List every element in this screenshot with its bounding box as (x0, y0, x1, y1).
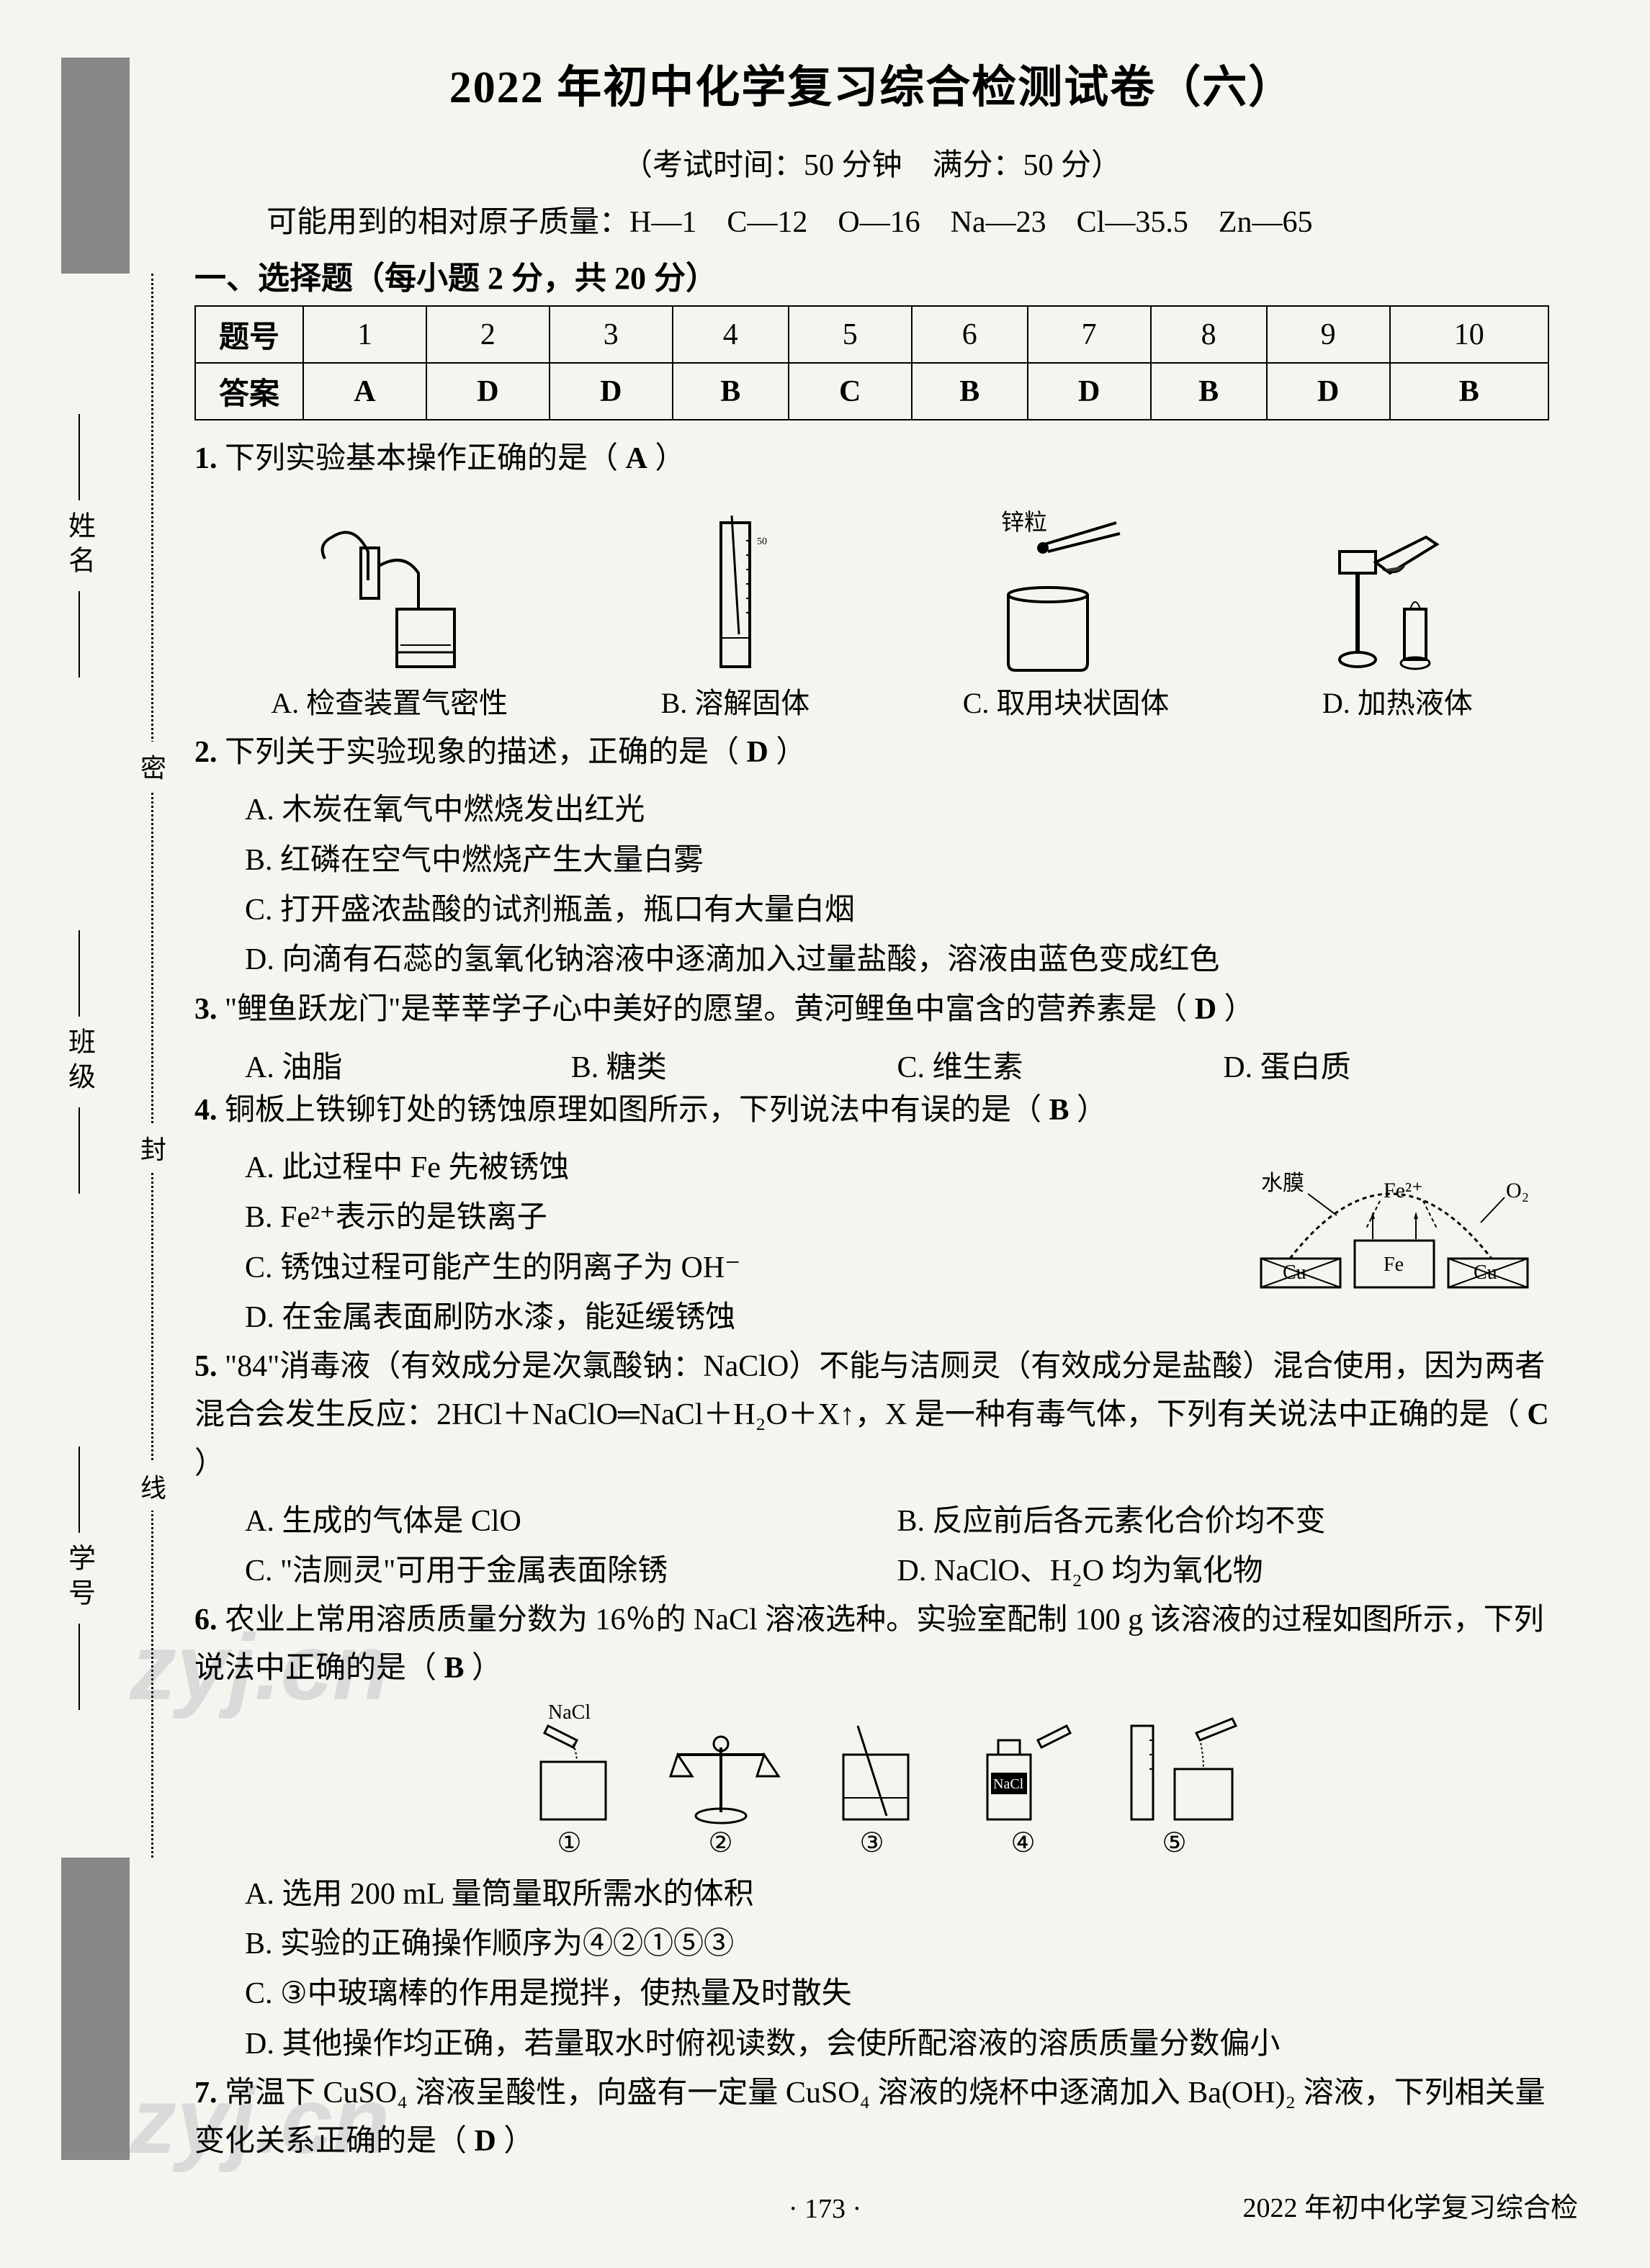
svg-text:50: 50 (757, 536, 767, 547)
question-4: 4. 铜板上铁铆钉处的锈蚀原理如图所示，下列说法中有误的是（ B ） (194, 1086, 1549, 1135)
svg-text:水膜: 水膜 (1261, 1171, 1304, 1195)
table-row-label: 题号 (195, 306, 303, 363)
svg-text:NaCl: NaCl (993, 1776, 1024, 1792)
table-row-label: 答案 (195, 363, 303, 420)
question-7: 7. 常温下 CuSO₄ 溶液呈酸性，向盛有一定量 CuSO₄ 溶液的烧杯中逐滴… (194, 2069, 1549, 2166)
option-label: C. 取用块状固体 (963, 680, 1170, 721)
exam-info: （考试时间：50 分钟 满分：50 分） (194, 140, 1549, 184)
stir-beaker-icon (807, 1704, 937, 1827)
section-1-title: 一、选择题（每小题 2 分，共 20 分） (194, 252, 1549, 298)
q3-options: A. 油脂 B. 糖类 C. 维生素 D. 蛋白质 (194, 1043, 1549, 1086)
answer: D (1195, 993, 1216, 1026)
option-label: B. 溶解固体 (661, 680, 810, 721)
svg-text:NaCl: NaCl (548, 1704, 591, 1724)
answer: B (444, 1652, 465, 1685)
nacl-bottle-icon: NaCl (959, 1704, 1088, 1827)
svg-text:Fe: Fe (1384, 1254, 1404, 1276)
answer: B (1049, 1094, 1070, 1127)
balance-scale-icon (656, 1704, 786, 1827)
q6-options: A. 选用 200 mL 量筒量取所需水的体积 B. 实验的正确操作顺序为④②①… (194, 1870, 1549, 2069)
answer: C (1527, 1398, 1548, 1431)
svg-text:锌粒: 锌粒 (1001, 509, 1047, 535)
footer-right-text: 2022 年初中化学复习综合检 (1242, 2185, 1578, 2225)
answer: A (626, 442, 647, 475)
option-label: A. 检查装置气密性 (271, 680, 508, 721)
beaker-pour-icon: NaCl (505, 1704, 635, 1827)
q5-options: A. 生成的气体是 ClO B. 反应前后各元素化合价均不变 C. "洁厕灵"可… (194, 1497, 1549, 1597)
answer: D (747, 736, 768, 769)
corrosion-diagram: 水膜 Fe²⁺ O₂ Cu Fe (1239, 1147, 1542, 1291)
cylinder-dissolve-icon: 50 (661, 494, 810, 674)
svg-text:O₂: O₂ (1506, 1179, 1529, 1202)
page-footer: · 173 · 2022 年初中化学复习综合检 (0, 2193, 1650, 2225)
atomic-mass-info: 可能用到的相对原子质量：H—1 C—12 O—16 Na—23 Cl—35.5 … (194, 197, 1549, 241)
svg-text:Fe²⁺: Fe²⁺ (1384, 1179, 1423, 1202)
q1-diagrams: A. 检查装置气密性 50 (194, 494, 1549, 721)
apparatus-airtight-icon (271, 494, 508, 674)
question-5: 5. "84"消毒液（有效成分是次氯酸钠：NaClO）不能与洁厕灵（有效成分是盐… (194, 1343, 1549, 1488)
question-3: 3. "鲤鱼跃龙门"是莘莘学子心中美好的愿望。黄河鲤鱼中富含的营养素是（ D ） (194, 986, 1549, 1034)
cylinder-pour-icon (1110, 1704, 1239, 1827)
question-2: 2. 下列关于实验现象的描述，正确的是（ D ） (194, 729, 1549, 777)
answer-table: 题号 1 2 3 4 5 6 7 8 9 10 答案 A D D B C B D (194, 305, 1549, 420)
option-label: D. 加热液体 (1322, 680, 1473, 721)
tweezers-solid-icon: 锌粒 (963, 494, 1170, 674)
question-6: 6. 农业上常用溶质质量分数为 16％的 NaCl 溶液选种。实验室配制 100… (194, 1596, 1549, 1693)
q2-options: A. 木炭在氧气中燃烧发出红光 B. 红磷在空气中燃烧产生大量白雾 C. 打开盛… (194, 786, 1549, 985)
exam-title: 2022 年初中化学复习综合检测试卷（六） (194, 50, 1549, 115)
q6-diagrams: NaCl ① ② (194, 1704, 1549, 1859)
answer: D (475, 2125, 496, 2158)
heating-liquid-icon (1322, 494, 1473, 674)
svg-text:Cu: Cu (1283, 1261, 1306, 1284)
svg-text:Cu: Cu (1474, 1261, 1497, 1284)
question-1: 1. 下列实验基本操作正确的是（ A ） (194, 435, 1549, 483)
